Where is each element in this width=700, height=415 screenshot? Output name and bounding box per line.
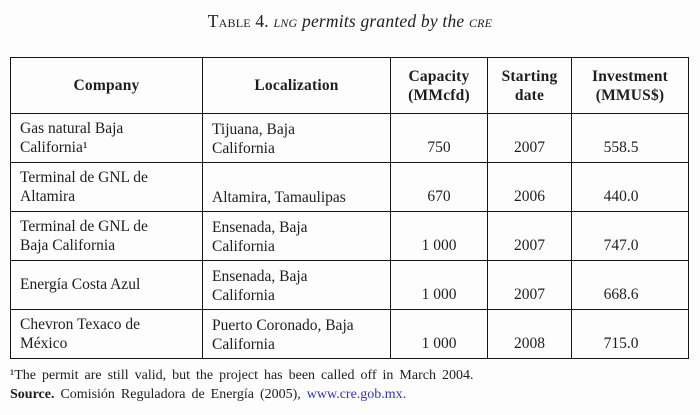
table-caption-title: lng permits granted by the cre — [273, 11, 492, 31]
header-localization: Localization — [202, 57, 391, 114]
cell-starting-date: 2007 — [487, 113, 572, 163]
header-starting-date: Starting date — [487, 57, 572, 114]
cell-company: Terminal de GNL de Altamira — [10, 162, 203, 212]
cell-company: Gas natural Baja California¹ — [10, 113, 203, 163]
cell-starting-date: 2008 — [487, 309, 572, 359]
table-caption-number: Table 4. — [207, 11, 269, 31]
table-row: Gas natural Baja California¹ Tijuana, Ba… — [10, 113, 689, 163]
cell-company: Energía Costa Azul — [10, 260, 203, 310]
cell-capacity: 750 — [390, 113, 488, 163]
table-row: Chevron Texaco de México Puerto Coronado… — [10, 309, 689, 359]
source-link[interactable]: www.cre.gob.mx — [306, 387, 403, 402]
caption-acronym-cre: cre — [468, 11, 493, 31]
header-investment: Investment (MMUS$) — [571, 57, 689, 114]
lng-permits-table: Company Localization Capacity (MMcfd) St… — [10, 57, 689, 359]
source-period: . — [402, 387, 407, 402]
cell-investment: 440.0 — [571, 162, 689, 212]
caption-text: permits granted by the — [302, 11, 465, 31]
cell-investment: 715.0 — [571, 309, 689, 359]
table-row: Energía Costa Azul Ensenada, Baja Califo… — [10, 260, 689, 310]
cell-starting-date: 2007 — [487, 211, 572, 261]
footnote: ¹The permit are still valid, but the pro… — [10, 368, 474, 383]
cell-capacity: 1 000 — [390, 309, 488, 359]
cell-localization: Altamira, Tamaulipas — [202, 162, 391, 212]
table-notes: ¹The permit are still valid, but the pro… — [10, 366, 692, 404]
cell-capacity: 1 000 — [390, 260, 488, 310]
table-row: Terminal de GNL de Altamira Altamira, Ta… — [10, 162, 689, 212]
cell-capacity: 1 000 — [390, 211, 488, 261]
header-company: Company — [10, 57, 203, 114]
cell-capacity: 670 — [390, 162, 488, 212]
table-header-row: Company Localization Capacity (MMcfd) St… — [10, 57, 689, 114]
cell-investment: 747.0 — [571, 211, 689, 261]
cell-investment: 668.6 — [571, 260, 689, 310]
cell-starting-date: 2007 — [487, 260, 572, 310]
cell-company: Chevron Texaco de México — [10, 309, 203, 359]
source-label: Source. — [10, 387, 55, 402]
table-caption: Table 4. lng permits granted by the cre — [0, 0, 700, 32]
cell-localization: Ensenada, Baja California — [202, 260, 391, 310]
table-row: Terminal de GNL de Baja California Ensen… — [10, 211, 689, 261]
source-text: Comisión Reguladora de Energía (2005), — [60, 387, 301, 402]
cell-localization: Tijuana, Baja California — [202, 113, 391, 163]
header-capacity: Capacity (MMcfd) — [390, 57, 488, 114]
cell-localization: Ensenada, Baja California — [202, 211, 391, 261]
cell-investment: 558.5 — [571, 113, 689, 163]
cell-localization: Puerto Coronado, Baja California — [202, 309, 391, 359]
cell-company: Terminal de GNL de Baja California — [10, 211, 203, 261]
cell-starting-date: 2006 — [487, 162, 572, 212]
caption-acronym-lng: lng — [273, 11, 298, 31]
source-line: Source. Comisión Reguladora de Energía (… — [10, 385, 692, 404]
